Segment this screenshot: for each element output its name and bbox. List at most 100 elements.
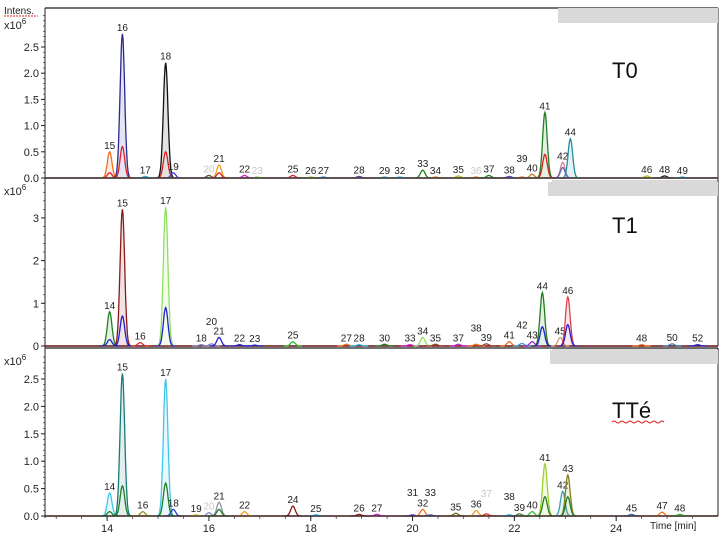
peak-fill xyxy=(533,292,552,346)
peak-trace-41 xyxy=(535,495,555,517)
y-multiplier: x106 xyxy=(4,183,27,198)
panel-title: T1 xyxy=(612,213,638,238)
peak-label: 20 xyxy=(203,502,215,513)
peak-label: 20 xyxy=(203,164,215,175)
peak-label: 16 xyxy=(137,501,149,512)
peak-fill xyxy=(113,33,132,179)
peak-label: 40 xyxy=(527,163,539,174)
y-tick-label: 0.0 xyxy=(24,511,39,523)
x-tick-label: 24 xyxy=(610,523,622,535)
peak-label: 45 xyxy=(626,503,638,514)
peak-label: 26 xyxy=(354,503,366,514)
peak-label: 40 xyxy=(527,501,539,512)
peak-label: 47 xyxy=(656,501,668,512)
y-axis-label: Intens. xyxy=(4,6,34,17)
y-multiplier-exponent: 6 xyxy=(22,183,27,192)
peak-label: 38 xyxy=(504,492,516,503)
peak-label: 33 xyxy=(417,159,429,170)
peak-label: 35 xyxy=(430,333,442,344)
peak-label: 24 xyxy=(287,495,299,506)
peak-label: 17 xyxy=(160,368,172,379)
peak-trace-15 xyxy=(113,209,132,347)
peak-trace-16 xyxy=(113,33,132,179)
peak-trace-20 xyxy=(202,343,221,347)
peak-label: 26 xyxy=(305,166,317,177)
y-tick-label: 1.0 xyxy=(24,121,39,133)
peak-trace-52 xyxy=(688,344,707,347)
peak-label: 46 xyxy=(641,165,653,176)
x-tick-label: 22 xyxy=(508,523,520,535)
peak-label: 21 xyxy=(214,491,226,502)
peak-trace-46 xyxy=(558,323,577,347)
peak-label: 15 xyxy=(104,141,116,152)
peak-label: 27 xyxy=(341,333,353,344)
peak-label: 48 xyxy=(659,165,671,176)
peak-label: 38 xyxy=(504,165,516,176)
peak-label: 33 xyxy=(425,488,437,499)
x-tick-label: 14 xyxy=(101,523,113,535)
peak-label: 41 xyxy=(539,453,551,464)
peak-label: 45 xyxy=(555,326,567,337)
peak-label: 44 xyxy=(565,128,577,139)
peak-fill xyxy=(535,463,555,516)
peak-label: 44 xyxy=(537,282,549,293)
peak-label: 17 xyxy=(140,165,152,176)
y-tick-label: 1 xyxy=(33,298,39,310)
peak-label: 22 xyxy=(239,501,251,512)
spellcheck-underline xyxy=(611,420,665,424)
peak-trace-15 xyxy=(113,373,132,517)
peak-label: 50 xyxy=(667,333,679,344)
peak-label: 42 xyxy=(557,480,569,491)
peak-trace-17 xyxy=(156,378,175,517)
peak-fill xyxy=(100,151,119,178)
peak-label: 41 xyxy=(504,331,516,342)
peak-label: 22 xyxy=(234,334,246,345)
peak-trace-39 xyxy=(477,343,496,347)
y-tick-label: 0.5 xyxy=(24,147,39,159)
peak-label: 43 xyxy=(527,331,539,342)
peak-label: 23 xyxy=(249,334,261,345)
peak-label: 25 xyxy=(310,504,322,515)
peak-label: 35 xyxy=(453,165,465,176)
peak-label: 37 xyxy=(453,333,465,344)
peak-fill xyxy=(561,138,580,178)
y-tick-label: 2 xyxy=(33,256,39,268)
y-multiplier: x106 xyxy=(4,17,27,32)
peak-label: 14 xyxy=(104,301,116,312)
peak-label: 32 xyxy=(417,498,429,509)
peak-fill xyxy=(558,474,577,516)
peak-fill xyxy=(113,373,132,516)
panel-title: TTé xyxy=(612,398,651,423)
peak-trace-45 xyxy=(551,336,570,347)
peak-trace-43 xyxy=(558,495,577,517)
peak-trace-28 xyxy=(349,344,369,347)
peak-label: 42 xyxy=(557,151,569,162)
peak-trace-21 xyxy=(209,336,229,347)
gray-overlay-bar xyxy=(548,182,718,196)
peak-label: 17 xyxy=(160,196,172,207)
peak-label: 38 xyxy=(471,323,483,334)
peak-label: 28 xyxy=(354,334,366,345)
y-tick-label: 0.0 xyxy=(24,173,39,185)
peak-trace-15 xyxy=(113,314,132,347)
peak-fill xyxy=(100,311,119,346)
gray-overlay-bar xyxy=(558,8,718,23)
peak-label: 14 xyxy=(104,482,116,493)
peak-label: 39 xyxy=(481,333,493,344)
peak-label: 34 xyxy=(430,166,442,177)
peak-label: 25 xyxy=(287,331,299,342)
peak-trace-25 xyxy=(283,341,303,347)
peak-trace-42 xyxy=(553,490,572,517)
peak-label: 46 xyxy=(562,286,574,297)
peak-trace-23 xyxy=(245,344,264,347)
y-tick-label: 1.5 xyxy=(24,429,39,441)
y-multiplier-exponent: 6 xyxy=(22,353,27,362)
peak-trace-43 xyxy=(523,341,542,347)
peak-fill xyxy=(558,296,577,346)
x-tick-label: 20 xyxy=(406,523,418,535)
y-tick-label: 1.5 xyxy=(24,94,39,106)
peak-label: 21 xyxy=(214,154,226,165)
